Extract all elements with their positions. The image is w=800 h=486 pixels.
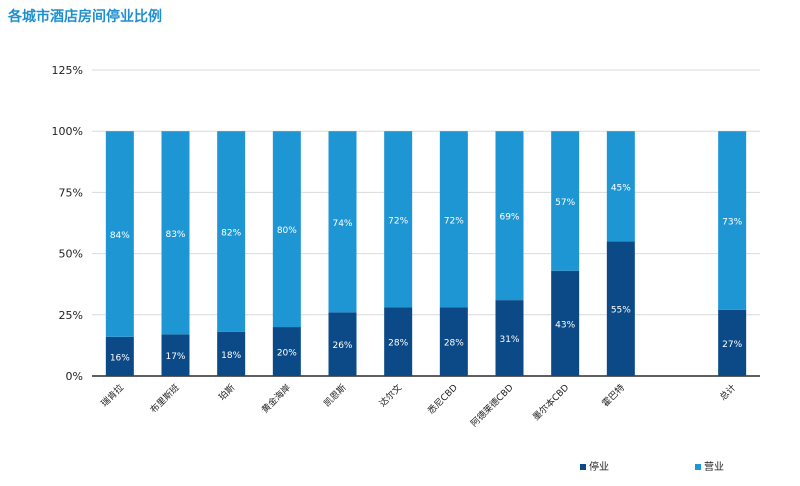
y-tick-label: 100% <box>52 125 83 138</box>
bar-open <box>551 131 580 271</box>
x-tick-label: 总计 <box>717 382 738 403</box>
data-label: 31% <box>499 335 519 345</box>
x-tick-label: 布里斯班 <box>148 382 182 416</box>
data-label: 74% <box>332 219 352 229</box>
data-label: 55% <box>611 306 631 316</box>
data-label: 16% <box>110 353 130 363</box>
bar-closed <box>718 309 747 376</box>
bar-open <box>105 131 134 337</box>
data-label: 20% <box>277 349 297 359</box>
legend-label: 停业 <box>589 460 609 473</box>
bar-open <box>718 131 747 310</box>
x-tick-label: 黄金海岸 <box>259 382 293 416</box>
x-tick-label: 珀斯 <box>216 382 237 403</box>
bar-closed <box>105 336 134 376</box>
bar-open <box>217 131 246 332</box>
bar-closed <box>384 307 413 376</box>
data-label: 28% <box>388 339 408 349</box>
y-tick-label: 50% <box>59 248 83 261</box>
bar-closed <box>328 312 357 376</box>
data-label: 57% <box>555 198 575 208</box>
data-label: 69% <box>499 213 519 223</box>
data-label: 83% <box>165 230 185 240</box>
bar-open <box>495 131 524 301</box>
bar-closed <box>495 300 524 376</box>
bar-closed <box>551 270 580 376</box>
data-label: 45% <box>611 183 631 193</box>
data-label: 73% <box>722 218 742 228</box>
x-tick-label: 凯恩斯 <box>321 382 349 410</box>
y-tick-label: 125% <box>52 64 83 77</box>
x-tick-label: 瑞肯拉 <box>98 382 126 410</box>
bar-open <box>161 131 190 335</box>
legend-swatch <box>695 464 701 470</box>
x-tick-label: 墨尔本CBD <box>530 382 571 423</box>
data-label: 80% <box>277 226 297 236</box>
data-label: 28% <box>444 339 464 349</box>
bar-open <box>439 131 468 308</box>
y-tick-label: 0% <box>66 370 83 383</box>
bar-closed <box>161 334 190 376</box>
bar-closed <box>439 307 468 376</box>
bar-closed <box>217 331 246 376</box>
data-label: 27% <box>722 340 742 350</box>
x-tick-label: 悉尼CBD <box>425 382 460 417</box>
x-tick-label: 霍巴特 <box>599 382 627 410</box>
bar-open <box>328 131 357 313</box>
data-label: 72% <box>444 216 464 226</box>
y-tick-label: 75% <box>59 186 83 199</box>
bar-open <box>606 131 635 242</box>
x-tick-label: 阿德莱德CBD <box>468 382 516 430</box>
chart-title: 各城市酒店房间停业比例 <box>8 9 162 25</box>
data-label: 82% <box>221 229 241 239</box>
legend-swatch <box>580 464 586 470</box>
bar-closed <box>606 241 635 376</box>
data-label: 18% <box>221 351 241 361</box>
data-label: 17% <box>165 352 185 362</box>
bar-closed <box>272 327 301 376</box>
legend-label: 营业 <box>704 460 724 473</box>
data-label: 72% <box>388 216 408 226</box>
bar-open <box>384 131 413 308</box>
x-tick-label: 达尔文 <box>377 382 405 410</box>
data-label: 26% <box>332 341 352 351</box>
data-label: 43% <box>555 320 575 330</box>
data-label: 84% <box>110 231 130 241</box>
bar-open <box>272 131 301 328</box>
y-tick-label: 25% <box>59 309 83 322</box>
